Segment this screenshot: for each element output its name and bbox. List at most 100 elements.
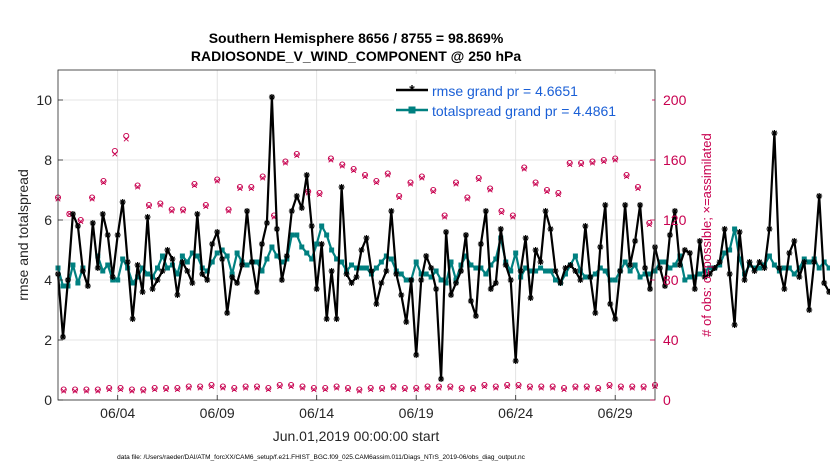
- obs-assimilated-stroke: [61, 388, 67, 394]
- rmse-point: [602, 202, 609, 208]
- rmse-point: [273, 226, 280, 232]
- y-left-tick-label: 2: [44, 332, 52, 348]
- totalspread-point: [602, 268, 608, 274]
- rmse-star-stroke: [403, 319, 409, 325]
- obs-assimilated-stroke: [197, 385, 203, 391]
- rmse-point: [766, 226, 773, 232]
- obs-assimilated-stroke: [351, 167, 357, 174]
- obs-assimilated-point: [515, 383, 522, 390]
- obs-assimilated-point: [521, 166, 527, 172]
- rmse-star-stroke: [353, 274, 360, 280]
- rmse-point: [487, 286, 494, 292]
- rmse-point: [139, 289, 146, 295]
- rmse-point: [666, 232, 673, 238]
- totalspread-point: [806, 259, 812, 265]
- rmse-point: [413, 352, 420, 358]
- rmse-point: [726, 271, 733, 277]
- rmse-star-stroke: [488, 286, 494, 292]
- rmse-star-stroke: [100, 211, 106, 217]
- obs-assimilated-point: [396, 194, 402, 201]
- obs-assimilated-stroke: [83, 388, 90, 394]
- rmse-point: [408, 277, 415, 283]
- rmse-star-stroke: [269, 94, 275, 100]
- obs-assimilated-point: [214, 178, 220, 184]
- rmse-star-stroke: [687, 250, 693, 256]
- rmse-point: [462, 232, 469, 238]
- obs-possible-point: [379, 384, 386, 392]
- obs-possible-point: [100, 177, 107, 185]
- totalspread-point: [115, 277, 121, 283]
- obs-possible-point: [253, 383, 261, 390]
- totalspread-point: [120, 256, 126, 262]
- totalspread-point: [428, 274, 434, 280]
- obs-possible-point: [72, 386, 79, 393]
- obs-possible-point: [424, 383, 431, 390]
- obs-possible-point: [521, 164, 528, 171]
- rmse-point: [676, 262, 683, 268]
- rmse-star-stroke: [448, 292, 454, 298]
- obs-assimilated-point: [379, 386, 385, 393]
- rmse-star-stroke: [383, 268, 389, 274]
- obs-assimilated-point: [140, 388, 146, 394]
- rmse-star-stroke: [289, 208, 295, 214]
- rmse-point: [656, 265, 663, 271]
- rmse-star-stroke: [712, 265, 718, 271]
- rmse-star-stroke: [493, 280, 499, 286]
- rmse-star-stroke: [821, 280, 827, 286]
- rmse-star-stroke: [254, 289, 260, 295]
- rmse-point: [378, 280, 385, 286]
- rmse-point: [258, 241, 265, 247]
- rmse-point: [283, 253, 290, 259]
- obs-possible-point: [384, 170, 391, 177]
- obs-assimilated-point: [368, 386, 374, 393]
- rmse-point: [224, 310, 231, 316]
- obs-assimilated-stroke: [487, 187, 493, 193]
- rmse-point: [517, 268, 524, 274]
- obs-assimilated-stroke: [214, 178, 220, 184]
- totalspread-point: [105, 262, 111, 268]
- totalspread-point: [279, 259, 285, 265]
- obs-possible-point: [555, 189, 562, 197]
- rmse-star-stroke: [428, 265, 434, 271]
- obs-possible-point: [327, 155, 334, 162]
- totalspread-point: [324, 232, 330, 238]
- rmse-star-stroke: [338, 184, 345, 190]
- rmse-point: [597, 244, 604, 250]
- series-rmse-line: [56, 95, 830, 381]
- rmse-point: [109, 274, 116, 280]
- obs-assimilated-stroke: [356, 388, 362, 394]
- totalspread-point: [194, 253, 200, 259]
- totalspread-point: [672, 262, 678, 268]
- rmse-point: [527, 295, 534, 301]
- totalspread-point: [627, 268, 633, 274]
- obs-assimilated-point: [208, 383, 215, 390]
- rmse-point: [174, 292, 181, 298]
- totalspread-point: [791, 271, 797, 277]
- obs-assimilated-stroke: [646, 221, 652, 228]
- totalspread-point: [75, 280, 81, 286]
- obs-assimilated-point: [413, 386, 419, 393]
- totalspread-point: [135, 274, 141, 280]
- totalspread-point: [413, 259, 419, 265]
- obs-possible-point: [197, 383, 204, 390]
- totalspread-point: [597, 265, 603, 271]
- rmse-point: [577, 277, 584, 283]
- rmse-point: [189, 280, 196, 286]
- obs-assimilated-point: [362, 173, 368, 180]
- obs-possible-point: [60, 386, 67, 393]
- rmse-point: [696, 238, 703, 244]
- rmse-point: [89, 220, 96, 226]
- rmse-point: [438, 376, 445, 382]
- rmse-star-stroke: [348, 280, 355, 286]
- obs-assimilated-stroke: [618, 385, 624, 391]
- rmse-point: [428, 265, 435, 271]
- obs-assimilated-stroke: [532, 181, 539, 187]
- totalspread-point: [647, 271, 653, 277]
- rmse-star-stroke: [801, 259, 807, 265]
- rmse-star-stroke: [811, 259, 817, 265]
- rmse-point: [288, 208, 295, 214]
- totalspread-point: [572, 253, 578, 259]
- rmse-star-stroke: [368, 268, 375, 274]
- obs-assimilated-stroke: [606, 383, 613, 390]
- obs-assimilated-stroke: [515, 383, 522, 390]
